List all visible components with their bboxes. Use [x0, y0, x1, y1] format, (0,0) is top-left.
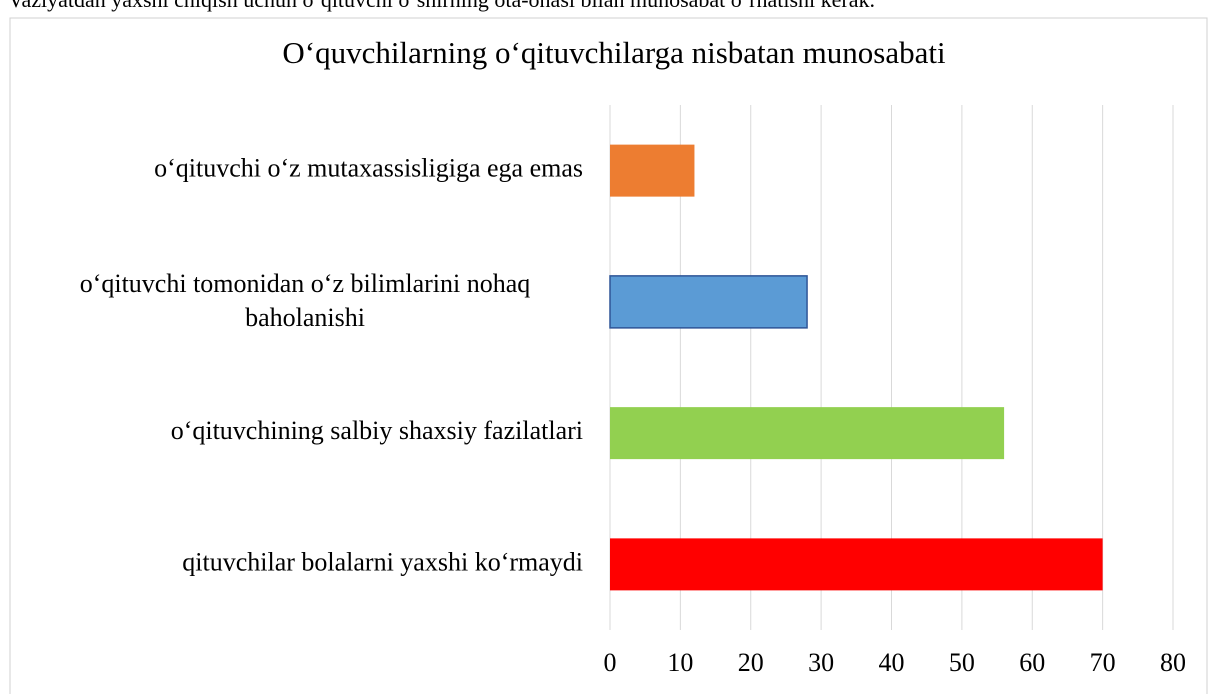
- bar: [610, 144, 695, 197]
- chart-frame: [9, 17, 1208, 694]
- x-tick-label: 80: [1160, 648, 1186, 677]
- x-tick-label: 10: [667, 648, 693, 677]
- bar: [610, 538, 1103, 591]
- x-tick-label: 0: [604, 648, 617, 677]
- x-tick-label: 30: [808, 648, 834, 677]
- bar: [609, 275, 808, 329]
- y-tick-label: o‘qituvchi tomonidan o‘z bilimlarini noh…: [80, 269, 531, 332]
- x-tick-label: 60: [1019, 648, 1045, 677]
- y-tick-label-line: baholanishi: [245, 303, 365, 332]
- y-tick-label: o‘qituvchi o‘z mutaxassisligiga ega emas: [154, 154, 583, 183]
- x-tick-label: 40: [879, 648, 905, 677]
- x-tick-label: 50: [949, 648, 975, 677]
- x-tick-label: 20: [738, 648, 764, 677]
- y-tick-label-line: o‘qituvchi tomonidan o‘z bilimlarini noh…: [80, 269, 531, 298]
- x-tick-label: 70: [1090, 648, 1116, 677]
- chart-title: O‘quvchilarning o‘qituvchilarga nisbatan…: [282, 35, 946, 70]
- y-tick-label: qituvchilar bolalarni yaxshi ko‘rmaydi: [182, 547, 583, 576]
- y-tick-label: o‘qituvchining salbiy shaxsiy fazilatlar…: [171, 416, 583, 445]
- bar: [610, 407, 1005, 460]
- caption-text: Vaziyatdan yaxshi chiqish uchun o‘qituvc…: [8, 0, 875, 12]
